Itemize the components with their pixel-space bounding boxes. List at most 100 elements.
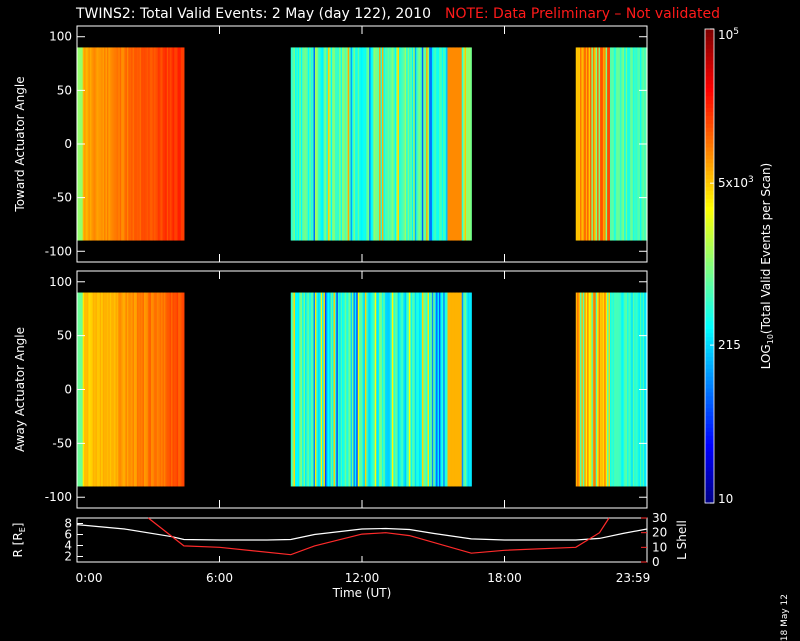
heatmap-away-cell (367, 292, 370, 487)
heatmap-away-cell (104, 292, 107, 487)
heatmap-away-cell (99, 292, 102, 487)
heatmap-away-cell (597, 292, 600, 487)
heatmap-away-cell (359, 292, 362, 487)
colorbar-step (705, 305, 714, 311)
heatmap-toward-cell (458, 47, 461, 241)
heatmap-away-cell (612, 292, 615, 487)
heatmap-toward-cell (585, 47, 588, 241)
heatmap-away-cell (336, 292, 339, 487)
colorbar-step (705, 309, 714, 314)
heatmap-toward-cell (364, 47, 367, 241)
heatmap-away-cell (181, 292, 184, 487)
heatmap-away-cell (332, 292, 335, 487)
heatmap-toward-cell (179, 47, 182, 241)
heatmap-toward-cell (106, 47, 109, 241)
x-tick-label: 6:00 (206, 571, 233, 585)
heatmap-toward-cell (153, 47, 156, 241)
colorbar-step (705, 64, 714, 70)
colorbar-step (705, 443, 714, 449)
heatmap-toward-cell (139, 47, 142, 241)
heatmap-toward-cell (379, 47, 382, 241)
heatmap-toward-cell (175, 47, 178, 241)
heatmap-away-cell (165, 292, 168, 487)
heatmap-toward-cell (317, 47, 320, 241)
heatmap-away-cell (399, 292, 402, 487)
heatmap-toward-cell (377, 47, 380, 241)
heatmap-away-cell (306, 292, 309, 487)
heatmap-toward-cell (580, 47, 583, 241)
heatmap-away-cell (383, 292, 386, 487)
heatmap-away-cell (444, 292, 447, 487)
heatmap-away-cell (436, 292, 439, 487)
heatmap-toward-cell (447, 47, 450, 241)
heatmap-away-cell (458, 292, 461, 487)
heatmap-toward-cell (637, 47, 640, 241)
heatmap-away-cell (142, 292, 145, 487)
heatmap-toward-cell (440, 47, 443, 241)
colorbar-step (705, 155, 714, 160)
colorbar-step (705, 29, 714, 34)
colorbar-step (705, 210, 714, 216)
colorbar-step (705, 495, 714, 500)
colorbar-step (705, 463, 714, 469)
colorbar-tick-label: 5x103 (718, 175, 754, 190)
heatmap-toward-cell (397, 47, 400, 241)
heatmap-toward-cell (426, 47, 429, 241)
heatmap-toward-cell (411, 47, 414, 241)
heatmap-away-cell (169, 292, 172, 487)
heatmap-away-cell (619, 292, 622, 487)
heatmap-away-cell (580, 292, 583, 487)
heatmap-away-cell (353, 292, 356, 487)
heatmap-away-cell (166, 292, 169, 487)
heatmap-toward-cell (612, 47, 615, 241)
heatmap-away-cell (618, 292, 621, 487)
heatmap-away-cell (609, 292, 612, 487)
heatmap-toward-cell (354, 47, 357, 241)
colorbar-step (705, 404, 714, 409)
heatmap-toward-cell (300, 47, 303, 241)
heatmap-toward-cell (597, 47, 600, 241)
heatmap-away-cell (313, 292, 316, 487)
heatmap-toward-cell (424, 47, 427, 241)
x-tick-label: 0:00 (76, 571, 103, 585)
heatmap-away-cell (457, 292, 460, 487)
heatmap-toward-cell (172, 47, 175, 241)
colorbar-step (705, 131, 714, 137)
heatmap-away-cell (108, 292, 111, 487)
heatmap-away-cell (428, 292, 431, 487)
heatmap-away-cell (467, 292, 470, 487)
heatmap-toward-cell (344, 47, 347, 241)
heatmap-away-cell (421, 292, 424, 487)
heatmap-away-cell (149, 292, 152, 487)
heatmap-away-cell (98, 292, 101, 487)
heatmap-away-cell (334, 292, 337, 487)
heatmap-toward-cell (386, 47, 389, 241)
heatmap-away-cell (354, 292, 357, 487)
heatmap-toward-cell (609, 47, 612, 241)
heatmap-away-cell (637, 292, 640, 487)
heatmap-toward-cell (448, 47, 451, 241)
heatmap-away-cell (466, 292, 469, 487)
heatmap-toward-cell (337, 47, 340, 241)
heatmap-away-cell (337, 292, 340, 487)
colorbar-step (705, 368, 714, 374)
heatmap-away-cell (629, 292, 632, 487)
heatmap-away-cell (296, 292, 299, 487)
x-axis-label: Time (UT) (332, 586, 392, 600)
heatmap-away-cell (590, 292, 593, 487)
heatmap-away-cell (101, 292, 104, 487)
heatmap-toward-cell (98, 47, 101, 241)
colorbar-step (705, 360, 714, 366)
colorbar-step (705, 246, 714, 251)
colorbar-step (705, 115, 714, 121)
heatmap-away-cell (470, 292, 472, 487)
heatmap-away-cell (316, 292, 319, 487)
heatmap-away-cell (290, 292, 293, 487)
heatmap-away-cell (440, 292, 443, 487)
heatmap-toward-cell (158, 47, 161, 241)
colorbar-step (705, 32, 714, 38)
heatmap-away-cell (330, 292, 333, 487)
heatmap-toward-cell (464, 47, 467, 241)
heatmap-toward-cell (109, 47, 112, 241)
